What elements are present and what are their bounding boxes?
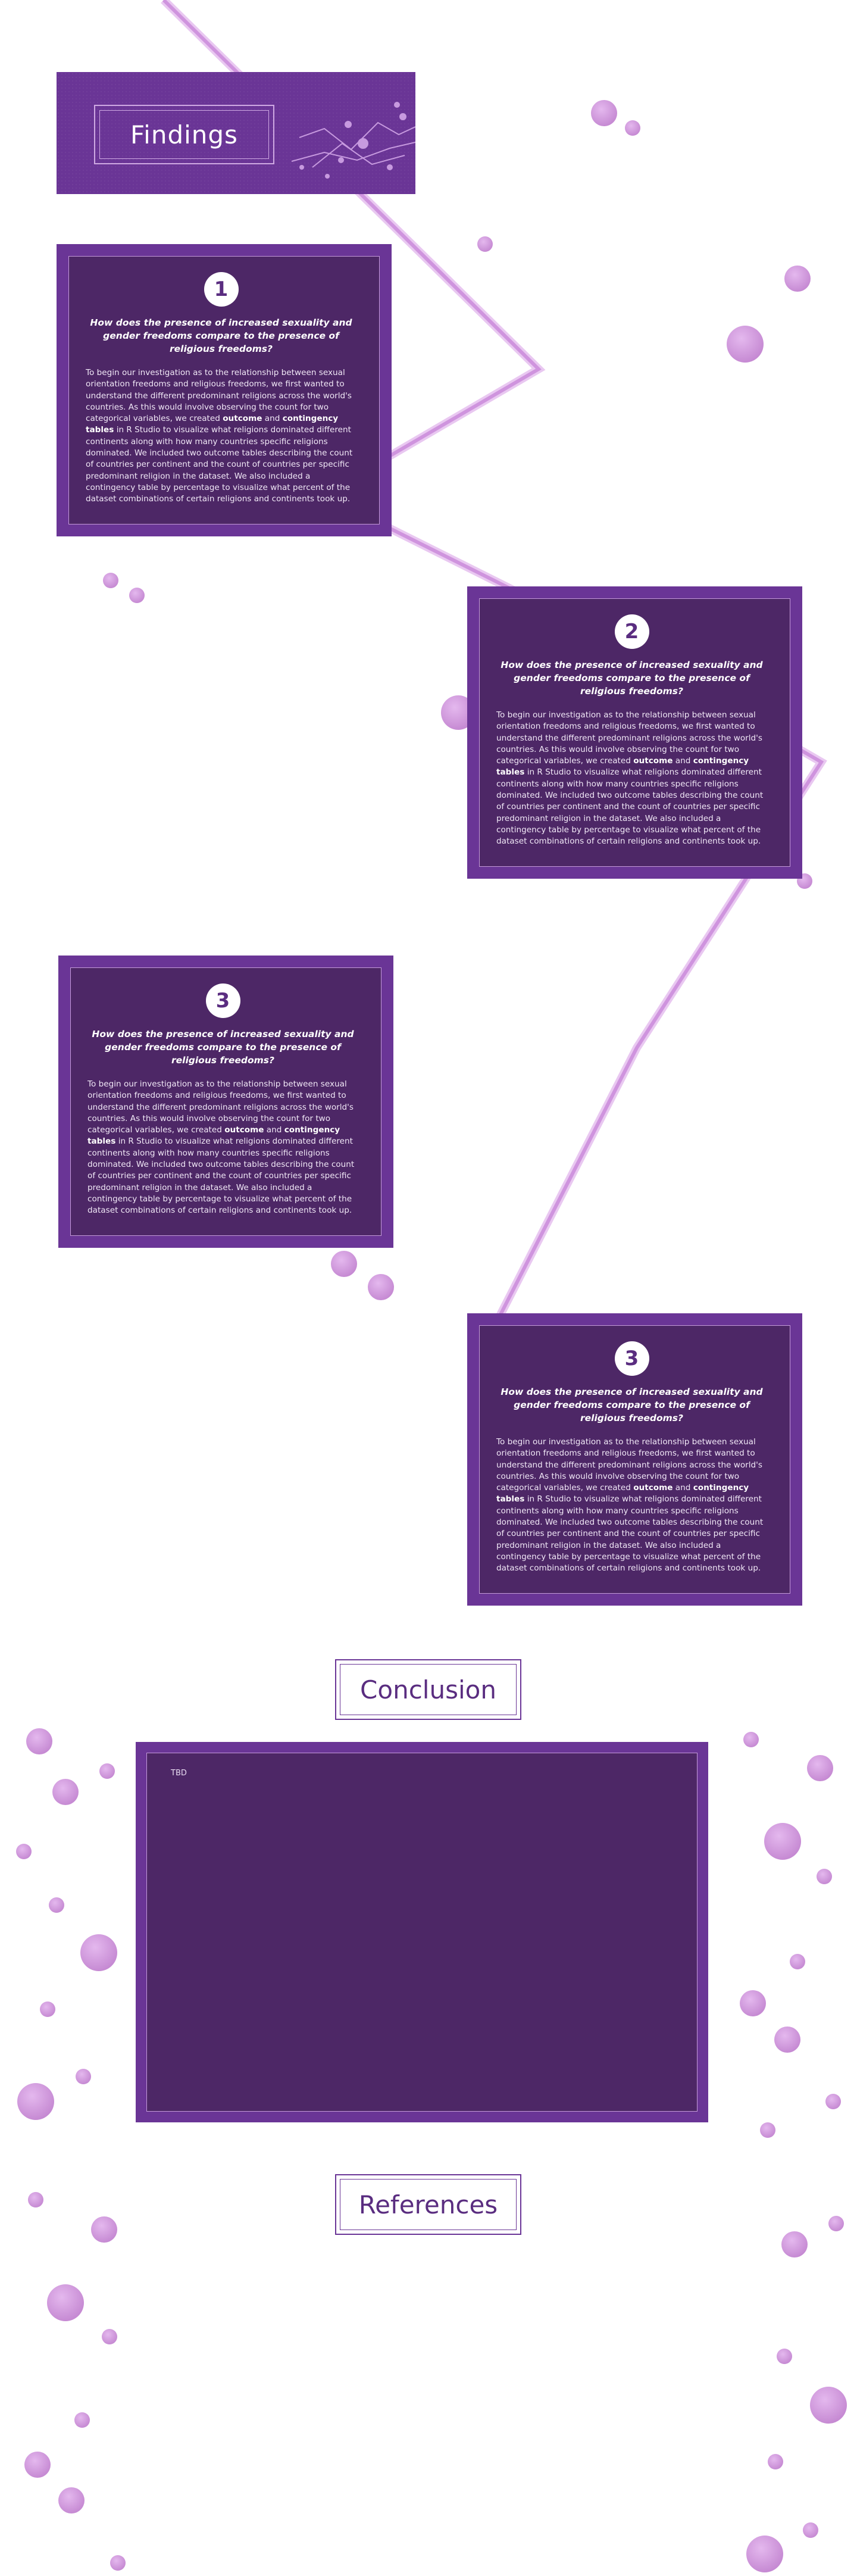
card-body: To begin our investigation as to the rel… <box>496 710 764 847</box>
card-body: To begin our investigation as to the rel… <box>496 1437 764 1573</box>
card-question: How does the presence of increased sexua… <box>501 1387 763 1423</box>
references-heading-box: References <box>335 2174 521 2235</box>
findings-banner: Findings <box>57 72 415 194</box>
card-number-badge: 3 <box>614 1341 649 1376</box>
bubbles <box>16 100 847 2572</box>
finding-card-1: 1 How does the presence of increased sex… <box>57 244 392 536</box>
conclusion-heading-box: Conclusion <box>335 1659 521 1720</box>
card-question: How does the presence of increased sexua… <box>501 660 763 697</box>
findings-title-frame: Findings <box>94 105 274 164</box>
finding-card-3: 3 How does the presence of increased sex… <box>58 956 393 1248</box>
card-number-badge: 1 <box>204 272 239 307</box>
card-question: How does the presence of increased sexua… <box>92 1029 354 1066</box>
conclusion-title: Conclusion <box>360 1675 496 1704</box>
finding-card-4: 3 How does the presence of increased sex… <box>467 1313 802 1606</box>
finding-card-2: 2 How does the presence of increased sex… <box>467 586 802 879</box>
banner-line-art <box>291 102 415 179</box>
conclusion-card: TBD <box>136 1742 708 2122</box>
findings-title: Findings <box>130 120 238 149</box>
references-title: References <box>358 2190 498 2219</box>
card-body: To begin our investigation as to the rel… <box>86 368 353 504</box>
card-number-badge: 2 <box>614 614 649 649</box>
conclusion-text: TBD <box>171 1769 187 1778</box>
card-question: How does the presence of increased sexua… <box>90 317 352 354</box>
card-number-badge: 3 <box>205 983 240 1018</box>
card-body: To begin our investigation as to the rel… <box>87 1079 355 1216</box>
